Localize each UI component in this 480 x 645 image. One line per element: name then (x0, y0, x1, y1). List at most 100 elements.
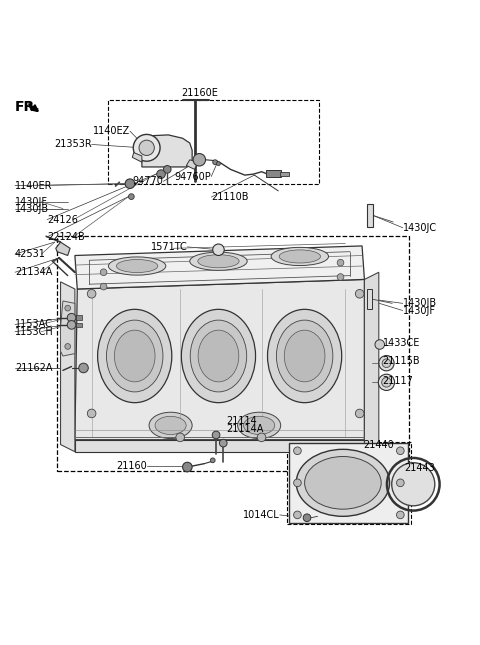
Circle shape (355, 409, 364, 418)
Circle shape (157, 170, 165, 179)
Bar (367, 204, 372, 227)
Circle shape (79, 363, 88, 373)
Ellipse shape (279, 250, 321, 263)
Circle shape (337, 259, 344, 266)
Polygon shape (75, 246, 364, 289)
Text: 1430JF: 1430JF (403, 306, 436, 315)
Text: 21160E: 21160E (181, 88, 218, 97)
Text: 1153CH: 1153CH (15, 326, 54, 337)
Text: 24126: 24126 (47, 215, 78, 224)
Polygon shape (132, 153, 142, 162)
Text: 21160: 21160 (116, 461, 147, 471)
Circle shape (133, 134, 160, 161)
Circle shape (392, 462, 435, 506)
Text: 21353R: 21353R (54, 139, 92, 150)
Text: 21443: 21443 (404, 464, 435, 473)
Text: 94760P: 94760P (175, 172, 211, 181)
Polygon shape (186, 160, 198, 170)
Circle shape (382, 377, 391, 387)
Bar (367, 289, 372, 309)
Circle shape (67, 321, 76, 329)
Circle shape (396, 511, 404, 519)
Text: 21117: 21117 (383, 376, 413, 386)
Text: 1430JF: 1430JF (15, 197, 48, 207)
Ellipse shape (267, 310, 342, 402)
Circle shape (125, 179, 135, 188)
Circle shape (87, 409, 96, 418)
Circle shape (213, 244, 224, 255)
Text: 1430JB: 1430JB (15, 204, 49, 214)
Circle shape (382, 359, 391, 368)
Circle shape (212, 431, 220, 439)
Ellipse shape (155, 416, 186, 435)
Polygon shape (56, 242, 70, 255)
Circle shape (294, 447, 301, 455)
Circle shape (163, 166, 171, 173)
Ellipse shape (97, 310, 172, 402)
Ellipse shape (198, 255, 239, 268)
Circle shape (213, 160, 217, 164)
Text: 21110B: 21110B (211, 192, 249, 202)
Ellipse shape (117, 259, 158, 273)
Ellipse shape (296, 450, 390, 517)
Ellipse shape (190, 320, 247, 392)
Ellipse shape (108, 257, 166, 275)
Ellipse shape (181, 310, 255, 402)
Circle shape (303, 514, 311, 522)
Bar (57, 236, 409, 471)
Circle shape (65, 305, 71, 311)
Ellipse shape (271, 248, 328, 266)
Polygon shape (142, 135, 192, 167)
Text: 21162A: 21162A (15, 363, 52, 373)
Ellipse shape (149, 412, 192, 439)
Circle shape (257, 433, 266, 442)
Circle shape (378, 374, 395, 390)
Circle shape (375, 340, 384, 350)
Text: 22124B: 22124B (47, 232, 85, 242)
Polygon shape (289, 443, 408, 522)
Circle shape (379, 355, 394, 371)
Ellipse shape (190, 252, 247, 270)
Circle shape (176, 433, 184, 442)
Ellipse shape (198, 330, 239, 382)
Text: 21114A: 21114A (227, 424, 264, 433)
Bar (280, 172, 289, 175)
Bar (76, 315, 82, 320)
Ellipse shape (305, 457, 381, 509)
Circle shape (396, 447, 404, 455)
Circle shape (182, 462, 192, 472)
Text: 1430JB: 1430JB (403, 299, 437, 308)
Circle shape (216, 162, 220, 166)
Text: 21114: 21114 (227, 415, 257, 426)
Circle shape (294, 479, 301, 487)
Polygon shape (75, 440, 364, 452)
Text: 1153AC: 1153AC (15, 319, 53, 330)
Circle shape (396, 479, 404, 487)
Bar (266, 170, 281, 177)
Circle shape (337, 273, 344, 281)
Circle shape (193, 154, 205, 166)
Ellipse shape (243, 416, 275, 435)
Bar (108, 100, 319, 184)
Circle shape (65, 344, 71, 350)
Circle shape (294, 511, 301, 519)
Text: 1571TC: 1571TC (151, 242, 187, 252)
Circle shape (219, 439, 227, 447)
Circle shape (100, 269, 107, 275)
Text: 1430JC: 1430JC (403, 223, 437, 233)
Text: 1014CL: 1014CL (243, 510, 280, 520)
Bar (287, 442, 411, 524)
Polygon shape (75, 279, 364, 440)
Circle shape (87, 290, 96, 298)
Text: 1433CE: 1433CE (383, 337, 420, 348)
Ellipse shape (276, 320, 333, 392)
Polygon shape (60, 282, 75, 452)
Text: 21115B: 21115B (383, 356, 420, 366)
Bar (76, 322, 82, 327)
Polygon shape (60, 301, 75, 356)
Circle shape (139, 140, 155, 155)
Circle shape (355, 290, 364, 298)
Text: 21440: 21440 (363, 440, 394, 450)
Text: 1140EZ: 1140EZ (93, 126, 130, 136)
Ellipse shape (114, 330, 155, 382)
